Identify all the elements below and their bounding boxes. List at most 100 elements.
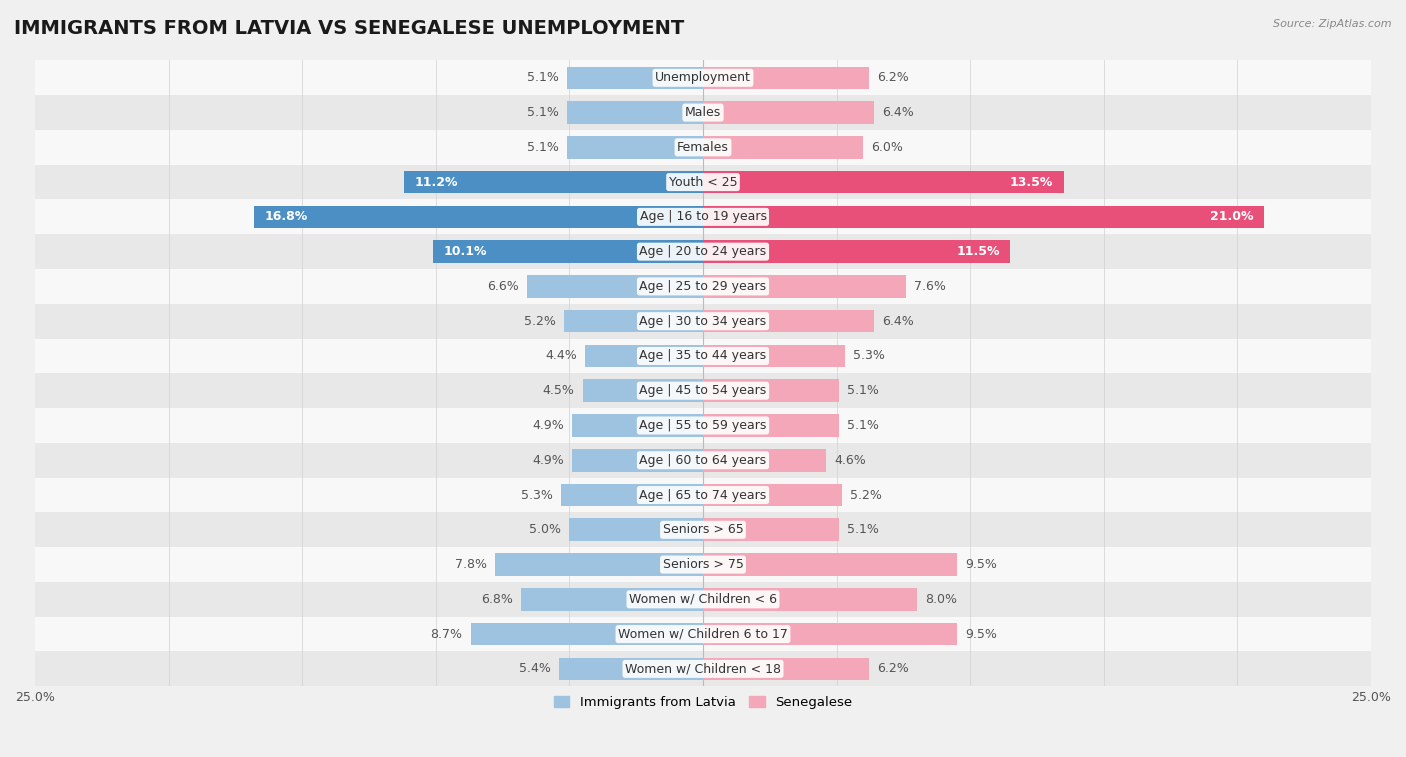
Text: 4.9%: 4.9% [533,419,564,432]
Text: 7.8%: 7.8% [454,558,486,571]
Bar [585,344,703,367]
Text: 6.6%: 6.6% [486,280,519,293]
Bar [433,241,703,263]
Text: 5.0%: 5.0% [530,523,561,536]
Text: 6.8%: 6.8% [481,593,513,606]
Text: Age | 35 to 44 years: Age | 35 to 44 years [640,350,766,363]
Bar [564,310,703,332]
Text: 11.2%: 11.2% [415,176,458,188]
Text: Females: Females [678,141,728,154]
Text: 5.1%: 5.1% [527,71,558,84]
Text: 5.4%: 5.4% [519,662,551,675]
Text: 5.2%: 5.2% [524,315,555,328]
Text: 5.2%: 5.2% [851,488,882,502]
Text: 5.3%: 5.3% [522,488,554,502]
Bar [35,652,1371,687]
Text: 8.7%: 8.7% [430,628,463,640]
Bar [703,275,905,298]
Text: IMMIGRANTS FROM LATVIA VS SENEGALESE UNEMPLOYMENT: IMMIGRANTS FROM LATVIA VS SENEGALESE UNE… [14,19,685,38]
Text: Age | 25 to 29 years: Age | 25 to 29 years [640,280,766,293]
Bar [572,414,703,437]
Text: 9.5%: 9.5% [965,558,997,571]
Bar [558,658,703,681]
Bar [703,414,839,437]
Bar [404,171,703,193]
Bar [495,553,703,576]
Bar [703,171,1064,193]
Text: 6.0%: 6.0% [872,141,903,154]
Bar [35,617,1371,652]
Text: 5.1%: 5.1% [848,419,879,432]
Text: 6.2%: 6.2% [877,71,908,84]
Text: Age | 16 to 19 years: Age | 16 to 19 years [640,210,766,223]
Bar [567,101,703,124]
Text: Age | 30 to 34 years: Age | 30 to 34 years [640,315,766,328]
Text: Age | 65 to 74 years: Age | 65 to 74 years [640,488,766,502]
Bar [703,519,839,541]
Text: 4.5%: 4.5% [543,385,575,397]
Bar [35,582,1371,617]
Bar [35,512,1371,547]
Bar [35,200,1371,234]
Text: 6.4%: 6.4% [882,315,914,328]
Bar [35,547,1371,582]
Bar [471,623,703,646]
Text: 4.6%: 4.6% [834,453,866,467]
Text: 21.0%: 21.0% [1211,210,1254,223]
Text: 4.9%: 4.9% [533,453,564,467]
Text: Women w/ Children < 18: Women w/ Children < 18 [626,662,780,675]
Bar [35,95,1371,130]
Bar [703,588,917,611]
Bar [703,241,1011,263]
Text: Age | 45 to 54 years: Age | 45 to 54 years [640,385,766,397]
Text: Seniors > 65: Seniors > 65 [662,523,744,536]
Text: 5.3%: 5.3% [852,350,884,363]
Bar [35,269,1371,304]
Bar [703,101,875,124]
Bar [582,379,703,402]
Text: 10.1%: 10.1% [444,245,488,258]
Bar [572,449,703,472]
Text: 13.5%: 13.5% [1010,176,1053,188]
Text: Males: Males [685,106,721,119]
Bar [569,519,703,541]
Legend: Immigrants from Latvia, Senegalese: Immigrants from Latvia, Senegalese [548,690,858,714]
Text: Age | 20 to 24 years: Age | 20 to 24 years [640,245,766,258]
Bar [703,379,839,402]
Bar [35,165,1371,200]
Text: Age | 55 to 59 years: Age | 55 to 59 years [640,419,766,432]
Bar [703,484,842,506]
Bar [703,67,869,89]
Bar [35,443,1371,478]
Bar [561,484,703,506]
Bar [567,67,703,89]
Text: 5.1%: 5.1% [848,385,879,397]
Bar [254,206,703,228]
Bar [703,206,1264,228]
Text: 6.2%: 6.2% [877,662,908,675]
Text: 5.1%: 5.1% [527,106,558,119]
Text: Women w/ Children 6 to 17: Women w/ Children 6 to 17 [619,628,787,640]
Bar [35,373,1371,408]
Text: 6.4%: 6.4% [882,106,914,119]
Bar [703,623,957,646]
Bar [527,275,703,298]
Bar [703,658,869,681]
Bar [522,588,703,611]
Text: Source: ZipAtlas.com: Source: ZipAtlas.com [1274,19,1392,29]
Text: Age | 60 to 64 years: Age | 60 to 64 years [640,453,766,467]
Text: 9.5%: 9.5% [965,628,997,640]
Bar [35,130,1371,165]
Bar [703,553,957,576]
Bar [35,478,1371,512]
Bar [35,338,1371,373]
Text: Unemployment: Unemployment [655,71,751,84]
Text: 8.0%: 8.0% [925,593,957,606]
Bar [35,304,1371,338]
Bar [567,136,703,159]
Bar [35,234,1371,269]
Bar [703,344,845,367]
Text: Women w/ Children < 6: Women w/ Children < 6 [628,593,778,606]
Text: 11.5%: 11.5% [956,245,1000,258]
Bar [703,449,825,472]
